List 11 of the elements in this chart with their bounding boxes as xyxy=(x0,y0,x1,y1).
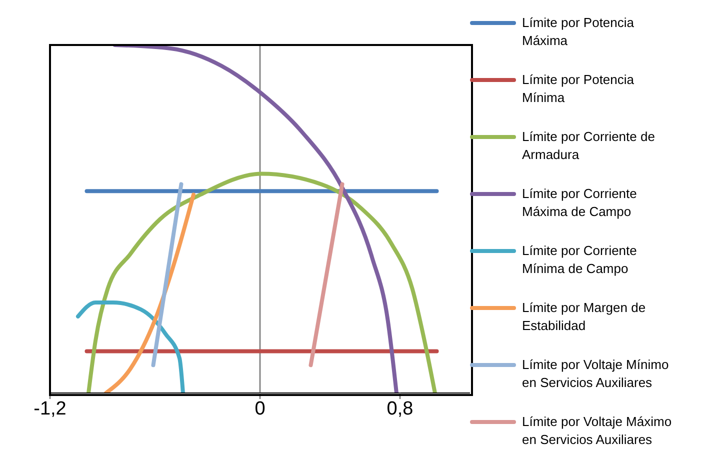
x-tick-label: 0 xyxy=(254,398,266,420)
x-tick-label: 0,8 xyxy=(386,398,414,420)
x-tick-label: -1,2 xyxy=(34,398,66,420)
legend-label: Límite por Voltaje Mínimo en Servicios Auxiliares xyxy=(522,356,670,392)
legend-label: Límite por Voltaje Máximo en Servicios Auxiliares xyxy=(522,413,672,449)
legend-label: Límite por Potencia Mínima xyxy=(522,71,636,107)
legend-label: Límite por Corriente Mínima de Campo xyxy=(522,242,638,278)
legend-label: Límite por Corriente de Armadura xyxy=(522,128,656,164)
legend-label: Límite por Margen de Estabilidad xyxy=(522,299,647,335)
legend-label: Límite por Potencia Máxima xyxy=(522,14,636,50)
legend-label: Límite por Corriente Máxima de Campo xyxy=(522,185,638,221)
